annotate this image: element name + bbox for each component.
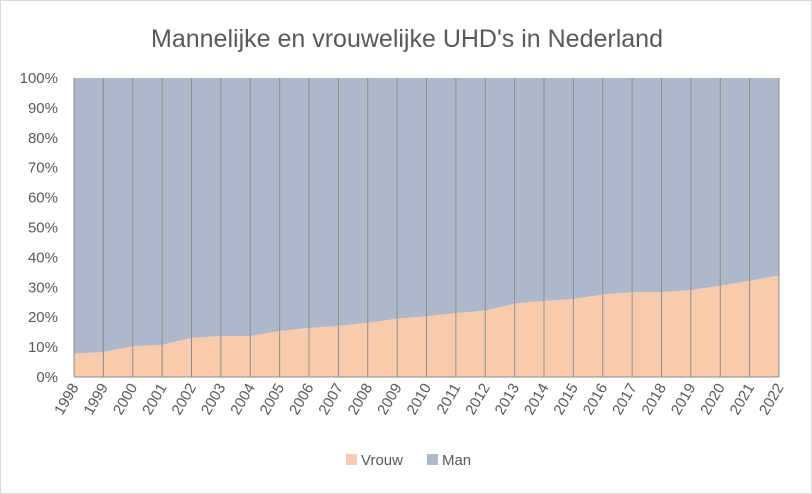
x-tick-label: 2011	[433, 381, 464, 417]
x-tick-label: 2000	[110, 381, 141, 418]
y-tick-label: 90%	[28, 100, 58, 117]
y-tick-label: 80%	[28, 130, 58, 147]
y-tick-label: 60%	[28, 190, 58, 207]
x-tick-label: 2013	[492, 381, 523, 418]
legend-label-vrouw: Vrouw	[361, 452, 403, 469]
y-tick-label: 40%	[28, 249, 58, 266]
legend-label-man: Man	[442, 452, 471, 469]
x-tick-label: 2002	[169, 381, 200, 418]
y-tick-label: 0%	[36, 369, 58, 386]
plot-area	[73, 78, 780, 377]
x-tick-label: 2003	[198, 381, 229, 418]
chart-title: Mannelijke en vrouwelijke UHD's in Neder…	[151, 25, 663, 53]
legend-swatch-man	[426, 454, 438, 465]
y-tick-label: 100%	[20, 70, 58, 87]
x-tick-label: 1998	[51, 381, 82, 418]
x-tick-label: 2008	[345, 381, 376, 418]
y-tick-label: 70%	[28, 160, 58, 177]
x-tick-label: 2015	[550, 381, 581, 418]
x-tick-label: 2012	[462, 381, 493, 418]
x-tick-label: 2017	[609, 381, 640, 418]
x-tick-label: 2006	[286, 381, 317, 418]
x-tick-label: 2018	[639, 381, 670, 418]
x-tick-label: 2014	[521, 381, 552, 418]
x-tick-label: 1999	[80, 381, 111, 418]
x-tick-label: 2010	[404, 381, 435, 418]
x-axis: 1998199920002001200220032004200520062007…	[51, 376, 787, 418]
y-tick-label: 30%	[28, 279, 58, 296]
y-axis: 0% 10% 20% 30% 40% 50% 60% 70% 80% 90% 100%	[20, 70, 58, 386]
x-tick-label: 2022	[756, 381, 787, 418]
x-tick-label: 2016	[580, 381, 611, 418]
y-tick-label: 50%	[28, 220, 58, 237]
x-tick-label: 2019	[668, 381, 699, 418]
x-tick-label: 2004	[227, 381, 258, 418]
x-tick-label: 2001	[139, 381, 170, 418]
x-tick-label: 2009	[374, 381, 405, 418]
legend: Vrouw Man	[346, 452, 471, 469]
y-tick-label: 10%	[28, 339, 58, 356]
x-tick-label: 2005	[257, 381, 288, 418]
x-tick-label: 2021	[727, 381, 758, 418]
x-tick-label: 2007	[315, 381, 346, 418]
x-tick-label: 2020	[697, 381, 728, 418]
legend-swatch-vrouw	[346, 454, 357, 465]
y-tick-label: 20%	[28, 309, 58, 326]
